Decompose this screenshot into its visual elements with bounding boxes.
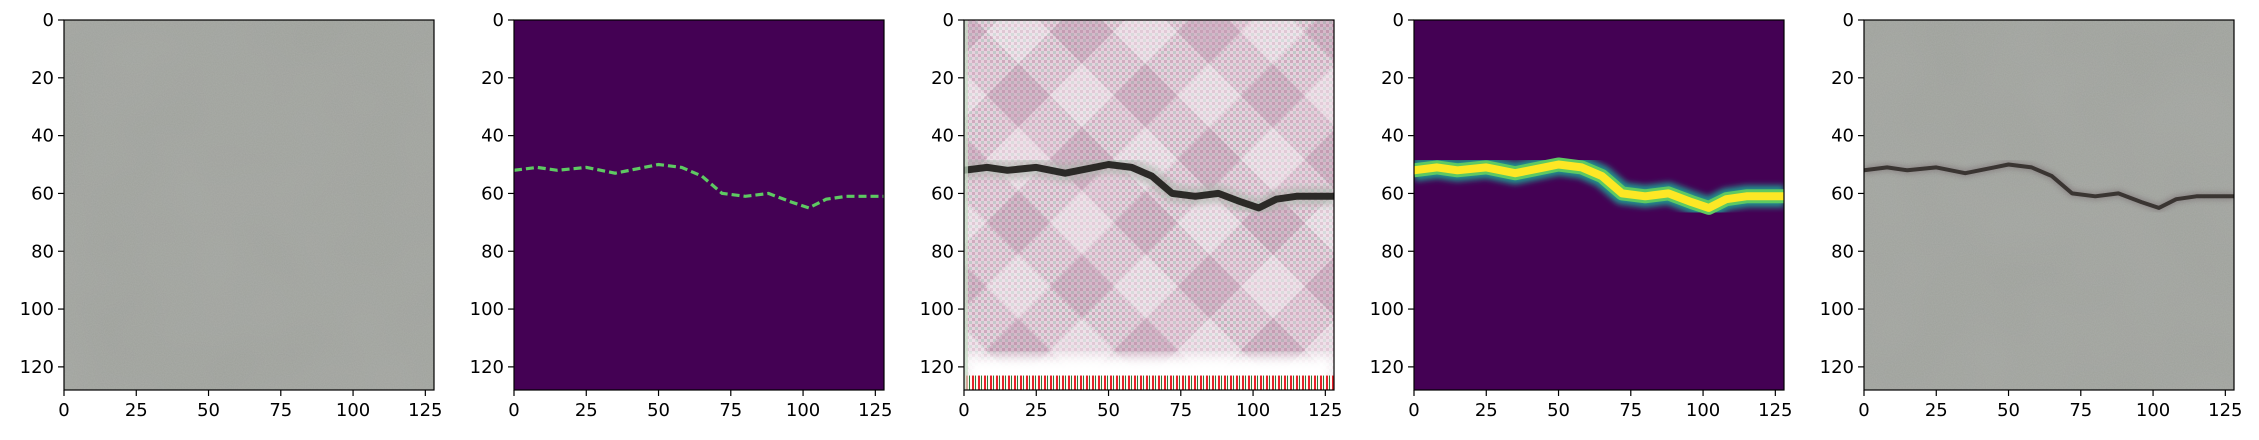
y-tick-label: 100 bbox=[470, 299, 504, 320]
x-tick-label: 75 bbox=[719, 400, 742, 421]
y-tick-label: 40 bbox=[31, 126, 54, 147]
x-tick-label: 125 bbox=[1758, 400, 1792, 421]
axes-frame bbox=[1413, 19, 1785, 391]
axes-frame bbox=[513, 19, 885, 391]
x-tick-label: 50 bbox=[647, 400, 670, 421]
x-tick-label: 75 bbox=[269, 400, 292, 421]
generated-crack-image bbox=[964, 20, 1334, 390]
y-tick-label: 0 bbox=[943, 10, 954, 31]
y-tick-label: 60 bbox=[1381, 183, 1404, 204]
x-tick-label: 125 bbox=[408, 400, 442, 421]
y-tick-label: 80 bbox=[1381, 241, 1404, 262]
x-tick-label: 100 bbox=[1686, 400, 1720, 421]
y-tick-label: 100 bbox=[1820, 299, 1854, 320]
y-tick-label: 120 bbox=[470, 357, 504, 378]
x-tick-label: 25 bbox=[575, 400, 598, 421]
y-tick-label: 0 bbox=[43, 10, 54, 31]
crack-line bbox=[964, 161, 1334, 212]
panel-mask-thin: 0 25 50 75 100 125 0 20 40 60 80 100 120 bbox=[470, 10, 893, 421]
panel-mask-soft: 0 25 50 75 100 125 0 20 40 60 80 100 120 bbox=[1370, 10, 1793, 421]
panel-input-texture: 0 25 50 75 100 125 0 20 40 60 80 100 120 bbox=[20, 10, 443, 421]
y-tick-label: 60 bbox=[931, 183, 954, 204]
axes-frame bbox=[963, 19, 1335, 391]
y-tick-label: 120 bbox=[1820, 357, 1854, 378]
x-tick-label: 50 bbox=[197, 400, 220, 421]
x-tick-label: 0 bbox=[1408, 400, 1419, 421]
x-tick-label: 100 bbox=[336, 400, 370, 421]
y-tick-label: 40 bbox=[1831, 126, 1854, 147]
x-tick-label: 125 bbox=[2208, 400, 2242, 421]
y-tick-label: 20 bbox=[31, 68, 54, 89]
y-tick-label: 60 bbox=[481, 183, 504, 204]
x-tick-label: 0 bbox=[508, 400, 519, 421]
y-tick-label: 120 bbox=[20, 357, 54, 378]
x-tick-label: 25 bbox=[125, 400, 148, 421]
y-tick-label: 100 bbox=[920, 299, 954, 320]
x-tick-label: 75 bbox=[2069, 400, 2092, 421]
y-tick-label: 0 bbox=[493, 10, 504, 31]
y-tick-label: 100 bbox=[20, 299, 54, 320]
y-tick-label: 80 bbox=[931, 241, 954, 262]
y-tick-label: 60 bbox=[1831, 183, 1854, 204]
crack-line bbox=[1864, 162, 2234, 210]
x-tick-label: 75 bbox=[1619, 400, 1642, 421]
x-tick-label: 100 bbox=[786, 400, 820, 421]
y-tick-label: 80 bbox=[481, 241, 504, 262]
panel-blended-result: 0 25 50 75 100 125 0 20 40 60 80 100 120 bbox=[1820, 10, 2243, 421]
y-tick-label: 120 bbox=[1370, 357, 1404, 378]
x-tick-label: 0 bbox=[1858, 400, 1869, 421]
y-tick-label: 40 bbox=[931, 126, 954, 147]
x-tick-label: 25 bbox=[1025, 400, 1048, 421]
x-tick-label: 50 bbox=[1097, 400, 1120, 421]
x-tick-label: 0 bbox=[958, 400, 969, 421]
x-tick-label: 125 bbox=[1308, 400, 1342, 421]
y-tick-label: 0 bbox=[1393, 10, 1404, 31]
y-tick-label: 80 bbox=[31, 241, 54, 262]
x-tick-label: 100 bbox=[1236, 400, 1270, 421]
x-tick-label: 25 bbox=[1925, 400, 1948, 421]
panel-generated-crack: 0 25 50 75 100 125 0 20 40 60 80 100 120 bbox=[920, 10, 1343, 421]
input-texture-image bbox=[64, 20, 434, 390]
crack-probability-line bbox=[1414, 160, 1784, 212]
x-tick-label: 0 bbox=[58, 400, 69, 421]
axes-frame bbox=[63, 19, 435, 391]
blended-result-image bbox=[1864, 20, 2234, 390]
mask-soft-image bbox=[1414, 20, 1784, 390]
x-tick-label: 25 bbox=[1475, 400, 1498, 421]
mask-thin-image bbox=[514, 20, 884, 390]
x-tick-label: 50 bbox=[1997, 400, 2020, 421]
y-tick-label: 40 bbox=[1381, 126, 1404, 147]
crack-mask-line bbox=[514, 162, 884, 210]
x-tick-label: 100 bbox=[2136, 400, 2170, 421]
y-tick-label: 20 bbox=[1381, 68, 1404, 89]
y-tick-label: 20 bbox=[931, 68, 954, 89]
y-tick-label: 80 bbox=[1831, 241, 1854, 262]
axes-frame bbox=[1863, 19, 2235, 391]
y-tick-label: 20 bbox=[481, 68, 504, 89]
x-tick-label: 50 bbox=[1547, 400, 1570, 421]
y-tick-label: 100 bbox=[1370, 299, 1404, 320]
y-tick-label: 0 bbox=[1843, 10, 1854, 31]
y-tick-label: 40 bbox=[481, 126, 504, 147]
x-tick-label: 75 bbox=[1169, 400, 1192, 421]
y-tick-label: 120 bbox=[920, 357, 954, 378]
x-tick-label: 125 bbox=[858, 400, 892, 421]
y-tick-label: 20 bbox=[1831, 68, 1854, 89]
y-tick-label: 60 bbox=[31, 183, 54, 204]
